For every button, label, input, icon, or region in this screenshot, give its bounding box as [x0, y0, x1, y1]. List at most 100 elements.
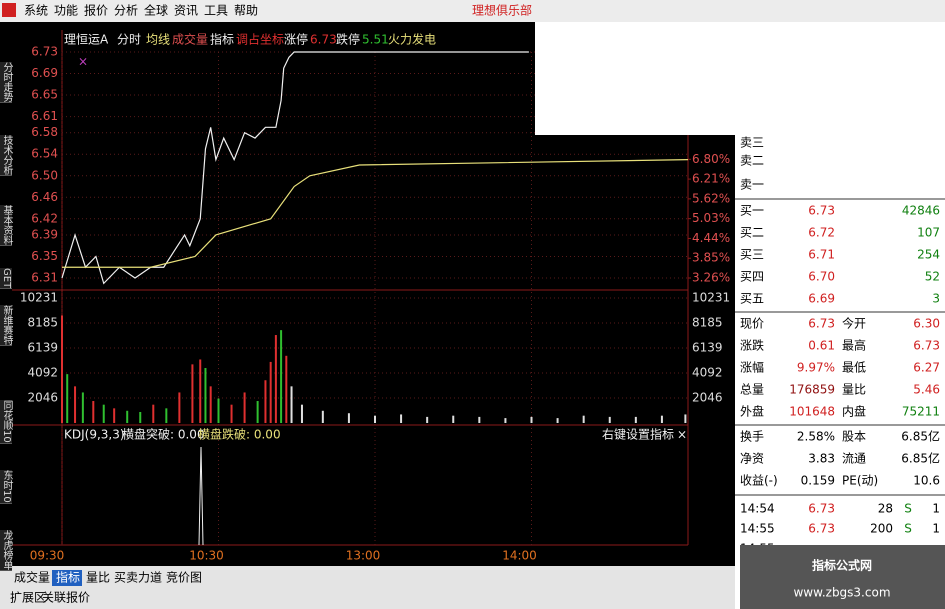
quote-panel	[735, 135, 945, 609]
bottom-tab[interactable]: 指标	[56, 570, 80, 585]
volume-tick-label: 2046	[692, 391, 723, 405]
close-button[interactable]: ×	[677, 428, 687, 442]
volume-tick-label: 4092	[27, 366, 58, 380]
fund-label: 流通	[842, 452, 866, 466]
fund-label: 股本	[842, 430, 866, 444]
stat-label: 内盘	[842, 404, 866, 419]
menu-item[interactable]: 资讯	[174, 4, 198, 18]
watermark-title: 指标公式网	[812, 558, 872, 573]
volume-bar	[478, 416, 481, 423]
fund-value: 3.83	[808, 452, 835, 466]
stock-name: 理恒运A	[64, 33, 109, 47]
limit-up: 6.73	[310, 33, 337, 47]
y2-tick-label: 3.85%	[692, 251, 730, 265]
volume-bar	[61, 315, 63, 423]
marker: ×	[78, 55, 88, 69]
stat-label: 最低	[842, 361, 866, 375]
label: 涨停	[284, 32, 308, 47]
volume-bar	[204, 368, 207, 423]
x-tick-label: 09:30	[30, 549, 65, 563]
fund-value: 2.58%	[797, 430, 835, 444]
stat-value: 5.46	[913, 383, 940, 397]
y-tick-label: 6.35	[31, 249, 58, 263]
y-tick-label: 6.73	[31, 45, 58, 59]
bottom-bar	[0, 566, 735, 609]
watermark-url: www.zbgs3.com	[793, 586, 890, 600]
bid-price: 6.71	[808, 248, 835, 262]
volume-bar	[178, 392, 181, 423]
side-tab[interactable]: 东时10	[0, 470, 12, 504]
side-tab[interactable]: 龙虎榜单	[0, 530, 12, 571]
bid-price: 6.72	[808, 226, 835, 240]
ask-label: 卖三	[740, 136, 764, 150]
side-tab[interactable]: 分时走势	[0, 62, 12, 103]
side-tab[interactable]: 同花顺10	[0, 400, 12, 444]
side-tab[interactable]: 新维赛特	[0, 305, 12, 346]
volume-bar	[113, 408, 116, 423]
side-tab[interactable]: 基本资料	[0, 205, 12, 246]
kdj-label: 横盘跌破: 0.00	[198, 427, 281, 442]
stat-label: 涨幅	[740, 360, 764, 375]
chart-tab[interactable]: 分时	[117, 33, 141, 47]
trade-cell: 14:55	[740, 522, 775, 536]
menu-item[interactable]: 工具	[204, 4, 228, 18]
kdj-settings[interactable]: 右键设置指标	[602, 427, 674, 442]
side-tab[interactable]: GET	[0, 268, 12, 290]
menu-item[interactable]: 系统	[24, 4, 48, 18]
stat-value: 6.27	[913, 361, 940, 375]
volume-bar	[199, 359, 202, 423]
trade-cell: 1	[932, 502, 940, 516]
volume-bar	[426, 416, 429, 423]
stat-value: 75211	[902, 405, 940, 419]
volume-bar	[81, 392, 84, 423]
fund-label: 收益(-)	[740, 474, 778, 488]
bid-label: 买四	[740, 270, 764, 284]
fund-value: 6.85亿	[901, 451, 940, 466]
x-tick-label: 14:00	[502, 549, 537, 563]
x-tick-label: 13:00	[346, 549, 381, 563]
bid-volume: 254	[917, 248, 940, 262]
volume-bar	[191, 364, 194, 423]
volume-bar	[556, 418, 559, 423]
menu-item[interactable]: 报价	[84, 3, 108, 18]
volume-bar	[504, 418, 507, 423]
status-tab[interactable]: 扩展区	[10, 591, 46, 605]
side-tab[interactable]: 技术分析	[0, 135, 12, 176]
stat-value: 101648	[789, 405, 835, 419]
menu-item[interactable]: 帮助	[234, 4, 258, 18]
menu-bar	[0, 0, 945, 22]
volume-bar	[321, 410, 324, 423]
volume-tick-label: 6139	[692, 340, 723, 354]
menu-item[interactable]: 全球	[144, 3, 168, 18]
bottom-tab[interactable]: 成交量	[14, 570, 50, 585]
volume-bar	[452, 415, 455, 423]
stat-label: 最高	[842, 338, 866, 353]
fund-label: 净资	[740, 452, 764, 466]
menu-item[interactable]: 分析	[114, 4, 138, 18]
chart-tab[interactable]: 成交量	[172, 32, 208, 47]
status-tab[interactable]: 关联报价	[42, 590, 90, 605]
volume-bar	[74, 386, 77, 423]
bottom-tab[interactable]: 竞价图	[166, 571, 202, 585]
brand: 理想俱乐部	[472, 3, 532, 18]
stat-value: 176859	[789, 383, 835, 397]
chart-tab[interactable]: 调占坐标	[236, 32, 284, 47]
volume-tick-label: 8185	[27, 315, 58, 329]
sector: 火力发电	[388, 32, 436, 47]
bid-price: 6.70	[808, 270, 835, 284]
bottom-tab[interactable]: 量比	[86, 571, 110, 585]
trade-cell: 28	[878, 502, 893, 516]
trade-cell: 1	[932, 522, 940, 536]
chart-tab[interactable]: 指标	[210, 32, 234, 47]
chart-tab[interactable]: 均线	[146, 33, 170, 47]
ask-label: 卖二	[740, 154, 764, 168]
bottom-tab[interactable]: 买卖力道	[114, 571, 162, 585]
stat-value: 6.73	[808, 317, 835, 331]
stat-label: 涨跌	[740, 338, 764, 353]
y-tick-label: 6.69	[31, 66, 58, 80]
menu-item[interactable]: 功能	[54, 4, 78, 18]
volume-tick-label: 2046	[27, 391, 58, 405]
volume-bar	[634, 416, 637, 423]
limit-down: 5.51	[362, 33, 389, 47]
